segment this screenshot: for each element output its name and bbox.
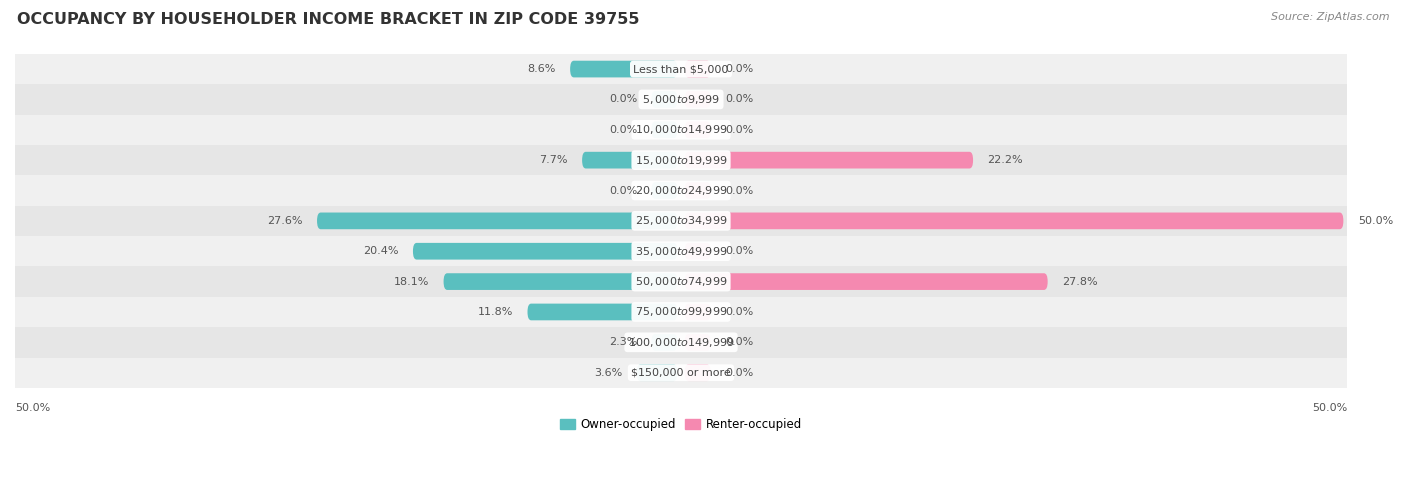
Bar	[15, 145, 1347, 175]
Text: Less than $5,000: Less than $5,000	[633, 64, 728, 74]
Text: 11.8%: 11.8%	[478, 307, 513, 317]
FancyBboxPatch shape	[651, 91, 678, 108]
Bar	[15, 206, 1347, 236]
Text: 50.0%: 50.0%	[1312, 402, 1347, 413]
Bar	[15, 266, 1347, 297]
Text: $20,000 to $24,999: $20,000 to $24,999	[634, 184, 727, 197]
Text: $5,000 to $9,999: $5,000 to $9,999	[643, 93, 720, 106]
Text: 0.0%: 0.0%	[725, 307, 754, 317]
Text: $35,000 to $49,999: $35,000 to $49,999	[634, 245, 727, 258]
FancyBboxPatch shape	[443, 273, 678, 290]
Text: 0.0%: 0.0%	[725, 246, 754, 256]
FancyBboxPatch shape	[685, 91, 710, 108]
Text: $15,000 to $19,999: $15,000 to $19,999	[634, 154, 727, 167]
Bar	[15, 54, 1347, 84]
Legend: Owner-occupied, Renter-occupied: Owner-occupied, Renter-occupied	[555, 413, 807, 435]
Text: 3.6%: 3.6%	[595, 368, 623, 378]
Text: 0.0%: 0.0%	[725, 125, 754, 135]
FancyBboxPatch shape	[651, 122, 678, 138]
Text: 27.8%: 27.8%	[1062, 277, 1098, 287]
FancyBboxPatch shape	[685, 122, 710, 138]
Text: 7.7%: 7.7%	[540, 155, 568, 165]
FancyBboxPatch shape	[651, 182, 678, 199]
Text: $100,000 to $149,999: $100,000 to $149,999	[627, 336, 734, 349]
FancyBboxPatch shape	[685, 334, 710, 351]
Text: 0.0%: 0.0%	[725, 337, 754, 347]
Text: Source: ZipAtlas.com: Source: ZipAtlas.com	[1271, 12, 1389, 22]
Text: 0.0%: 0.0%	[725, 186, 754, 195]
FancyBboxPatch shape	[582, 152, 678, 169]
Text: 2.3%: 2.3%	[609, 337, 637, 347]
FancyBboxPatch shape	[685, 182, 710, 199]
Text: 27.6%: 27.6%	[267, 216, 302, 226]
Text: $10,000 to $14,999: $10,000 to $14,999	[634, 123, 727, 136]
Text: 0.0%: 0.0%	[725, 64, 754, 74]
FancyBboxPatch shape	[685, 212, 1343, 229]
Text: 0.0%: 0.0%	[725, 368, 754, 378]
Text: 8.6%: 8.6%	[527, 64, 555, 74]
Text: $150,000 or more: $150,000 or more	[631, 368, 731, 378]
FancyBboxPatch shape	[637, 364, 678, 381]
Bar	[15, 236, 1347, 266]
Text: 0.0%: 0.0%	[609, 125, 637, 135]
FancyBboxPatch shape	[569, 61, 678, 77]
Text: 22.2%: 22.2%	[987, 155, 1024, 165]
Text: $75,000 to $99,999: $75,000 to $99,999	[634, 306, 727, 318]
Bar	[15, 297, 1347, 327]
Bar	[15, 115, 1347, 145]
Text: 18.1%: 18.1%	[394, 277, 429, 287]
FancyBboxPatch shape	[685, 152, 973, 169]
Text: OCCUPANCY BY HOUSEHOLDER INCOME BRACKET IN ZIP CODE 39755: OCCUPANCY BY HOUSEHOLDER INCOME BRACKET …	[17, 12, 640, 27]
Bar	[15, 327, 1347, 358]
Text: 0.0%: 0.0%	[609, 186, 637, 195]
FancyBboxPatch shape	[527, 304, 678, 320]
FancyBboxPatch shape	[413, 243, 678, 260]
FancyBboxPatch shape	[685, 273, 1047, 290]
FancyBboxPatch shape	[685, 243, 710, 260]
FancyBboxPatch shape	[685, 61, 710, 77]
Text: 20.4%: 20.4%	[363, 246, 399, 256]
FancyBboxPatch shape	[316, 212, 678, 229]
Text: $25,000 to $34,999: $25,000 to $34,999	[634, 214, 727, 227]
Bar	[15, 175, 1347, 206]
Text: $50,000 to $74,999: $50,000 to $74,999	[634, 275, 727, 288]
Text: 0.0%: 0.0%	[609, 94, 637, 104]
FancyBboxPatch shape	[685, 364, 710, 381]
Text: 0.0%: 0.0%	[725, 94, 754, 104]
Bar	[15, 358, 1347, 388]
Text: 50.0%: 50.0%	[1358, 216, 1393, 226]
FancyBboxPatch shape	[685, 304, 710, 320]
Bar	[15, 84, 1347, 115]
Text: 50.0%: 50.0%	[15, 402, 51, 413]
FancyBboxPatch shape	[651, 334, 678, 351]
